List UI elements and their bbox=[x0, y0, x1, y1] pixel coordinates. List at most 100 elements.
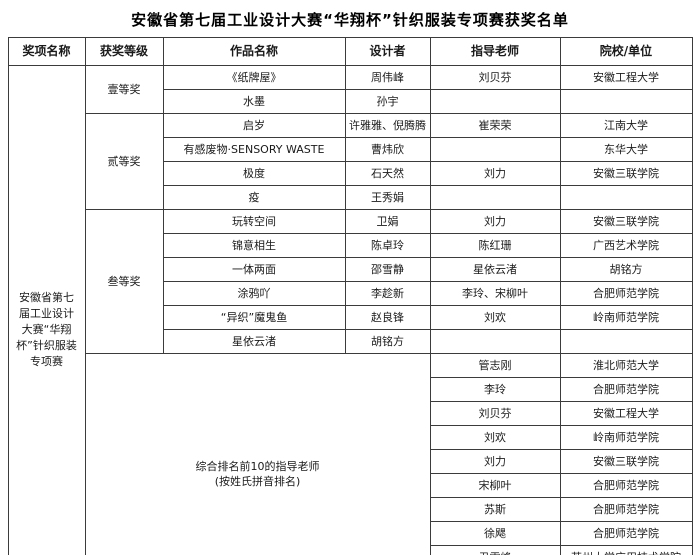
teacher-cell bbox=[429, 137, 561, 162]
table-row: 尹雪峰 苏州大学应用技术学院 bbox=[8, 545, 693, 555]
teacher-name-cell: 李玲 bbox=[429, 377, 561, 402]
teacher-school-cell: 合肥师范学院 bbox=[559, 377, 693, 402]
table-row: 极度 石天然 刘力 安徽三联学院 bbox=[8, 161, 693, 186]
teacher-name-cell: 刘贝芬 bbox=[429, 401, 561, 426]
awards-table: 奖项名称 获奖等级 作品名称 设计者 指导老师 院校/单位 安徽省第七届工业设计… bbox=[7, 37, 693, 555]
summary-cell: 综合排名前10的指导老师 (按姓氏拼音排名) bbox=[84, 353, 431, 555]
summary-text: 综合排名前10的指导老师 (按姓氏拼音排名) bbox=[88, 459, 428, 489]
teacher-name-cell: 刘欢 bbox=[429, 425, 561, 450]
grade-cell-third: 叁等奖 bbox=[84, 209, 164, 354]
school-cell bbox=[559, 329, 693, 354]
award-name-text: 安徽省第七届工业设计大赛“华翔杯”针织服装专项赛 bbox=[16, 290, 77, 368]
table-row: 刘贝芬 安徽工程大学 bbox=[8, 401, 693, 426]
designer-cell: 赵良锋 bbox=[344, 305, 431, 330]
work-cell: 启岁 bbox=[162, 113, 346, 138]
table-row: 锦意相生 陈卓玲 陈红珊 广西艺术学院 bbox=[8, 233, 693, 258]
table-row: 贰等奖 启岁 许雅雅、倪腾腾 崔荣荣 江南大学 bbox=[8, 113, 693, 210]
teacher-school-cell: 苏州大学应用技术学院 bbox=[559, 545, 693, 555]
work-cell: 一体两面 bbox=[162, 257, 346, 282]
page-title: 安徽省第七届工业设计大赛“华翔杯”针织服装专项赛获奖名单 bbox=[131, 11, 569, 29]
school-cell: 胡铭方 bbox=[559, 257, 693, 282]
school-cell: 广西艺术学院 bbox=[559, 233, 693, 258]
designer-cell: 李趁新 bbox=[344, 281, 431, 306]
school-cell: 东华大学 bbox=[559, 137, 693, 162]
designer-cell: 孙宇 bbox=[344, 89, 431, 114]
school-cell: 江南大学 bbox=[559, 113, 693, 138]
award-name-cell: 安徽省第七届工业设计大赛“华翔杯”针织服装专项赛 bbox=[7, 65, 86, 555]
table-row: 刘欢 岭南师范学院 bbox=[8, 425, 693, 450]
teacher-school-cell: 合肥师范学院 bbox=[559, 497, 693, 522]
column-header-school: 院校/单位 bbox=[559, 37, 693, 66]
teacher-school-cell: 安徽工程大学 bbox=[559, 401, 693, 426]
summary-sublabel: (按姓氏拼音排名) bbox=[214, 474, 301, 488]
table-row: 宋柳叶 合肥师范学院 bbox=[8, 473, 693, 498]
work-cell: 疫 bbox=[162, 185, 346, 210]
column-header-designer: 设计者 bbox=[344, 37, 431, 66]
teacher-cell: 刘力 bbox=[429, 161, 561, 186]
teacher-name-cell: 刘力 bbox=[429, 449, 561, 474]
teacher-school-cell: 淮北师范大学 bbox=[559, 353, 693, 378]
teacher-name-cell: 徐飔 bbox=[429, 521, 561, 546]
table-row: 水墨 孙宇 bbox=[8, 89, 693, 114]
designer-cell: 陈卓玲 bbox=[344, 233, 431, 258]
designer-cell: 卫娟 bbox=[344, 209, 431, 234]
teacher-cell bbox=[429, 185, 561, 210]
column-header-teacher: 指导老师 bbox=[429, 37, 561, 66]
work-cell: “异织”魔鬼鱼 bbox=[162, 305, 346, 330]
teacher-school-cell: 安徽三联学院 bbox=[559, 449, 693, 474]
designer-cell: 王秀娟 bbox=[344, 185, 431, 210]
work-cell: 涂鸦吖 bbox=[162, 281, 346, 306]
teacher-cell bbox=[429, 329, 561, 354]
table-row: 徐飔 合肥师范学院 bbox=[8, 521, 693, 546]
teacher-school-cell: 合肥师范学院 bbox=[559, 473, 693, 498]
school-cell bbox=[559, 89, 693, 114]
work-cell: 有感废物·SENSORY WASTE bbox=[162, 137, 346, 162]
work-cell: 极度 bbox=[162, 161, 346, 186]
teacher-cell: 刘贝芬 bbox=[429, 65, 561, 90]
designer-cell: 邵雪静 bbox=[344, 257, 431, 282]
designer-cell: 胡铭方 bbox=[344, 329, 431, 354]
table-row: 疫 王秀娟 bbox=[8, 185, 693, 210]
designer-cell: 石天然 bbox=[344, 161, 431, 186]
work-cell: 星依云渚 bbox=[162, 329, 346, 354]
designer-cell: 周伟峰 bbox=[344, 65, 431, 90]
work-cell: 锦意相生 bbox=[162, 233, 346, 258]
teacher-cell: 陈红珊 bbox=[429, 233, 561, 258]
grade-cell-first: 壹等奖 bbox=[84, 65, 164, 114]
designer-cell: 许雅雅、倪腾腾 bbox=[344, 113, 431, 138]
school-cell: 安徽三联学院 bbox=[559, 161, 693, 186]
teacher-school-cell: 合肥师范学院 bbox=[559, 521, 693, 546]
teacher-cell: 崔荣荣 bbox=[429, 113, 561, 138]
work-cell: 玩转空间 bbox=[162, 209, 346, 234]
teacher-cell: 李玲、宋柳叶 bbox=[429, 281, 561, 306]
table-row: “异织”魔鬼鱼 赵良锋 刘欢 岭南师范学院 bbox=[8, 305, 693, 330]
table-row: 综合排名前10的指导老师 (按姓氏拼音排名) 管志刚 淮北师范大学 bbox=[8, 353, 693, 555]
column-header-work: 作品名称 bbox=[162, 37, 346, 66]
column-header-grade: 获奖等级 bbox=[84, 37, 164, 66]
table-row: 李玲 合肥师范学院 bbox=[8, 377, 693, 402]
work-cell: 《纸牌屋》 bbox=[162, 65, 346, 90]
teacher-name-cell: 宋柳叶 bbox=[429, 473, 561, 498]
table-row: 叁等奖 玩转空间 卫娟 刘力 安徽三联学院 bbox=[8, 209, 693, 354]
designer-cell: 曹炜欣 bbox=[344, 137, 431, 162]
grade-cell-second: 贰等奖 bbox=[84, 113, 164, 210]
teacher-name-cell: 管志刚 bbox=[429, 353, 561, 378]
summary-label: 综合排名前10的指导老师 bbox=[195, 459, 320, 473]
teacher-cell bbox=[429, 89, 561, 114]
school-cell: 安徽三联学院 bbox=[559, 209, 693, 234]
table-row: 安徽省第七届工业设计大赛“华翔杯”针织服装专项赛 壹等奖 《纸牌屋》 周伟峰 刘… bbox=[7, 65, 693, 555]
header-row: 奖项名称 获奖等级 作品名称 设计者 指导老师 院校/单位 bbox=[7, 37, 693, 66]
teacher-cell: 星依云渚 bbox=[429, 257, 561, 282]
teacher-name-cell: 苏斯 bbox=[429, 497, 561, 522]
teacher-school-cell: 岭南师范学院 bbox=[559, 425, 693, 450]
school-cell: 安徽工程大学 bbox=[559, 65, 693, 90]
work-cell: 水墨 bbox=[162, 89, 346, 114]
teacher-name-cell: 尹雪峰 bbox=[429, 545, 561, 555]
table-row: 星依云渚 胡铭方 bbox=[8, 329, 693, 354]
school-cell: 合肥师范学院 bbox=[559, 281, 693, 306]
teacher-cell: 刘欢 bbox=[429, 305, 561, 330]
column-header-award: 奖项名称 bbox=[7, 37, 86, 66]
teacher-cell: 刘力 bbox=[429, 209, 561, 234]
school-cell bbox=[559, 185, 693, 210]
